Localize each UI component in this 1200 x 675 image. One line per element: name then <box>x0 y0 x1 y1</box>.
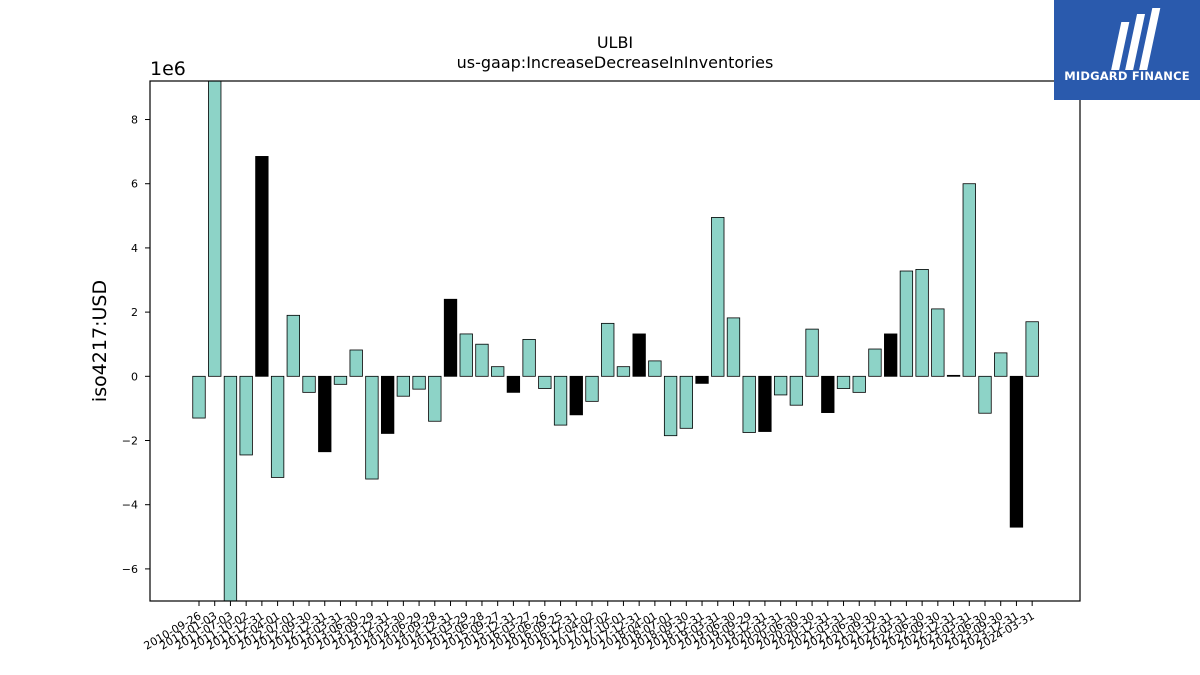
bar-2013-06-30 <box>349 349 363 377</box>
bar-2019-09-29 <box>742 375 756 433</box>
bar-2020-03-31 <box>773 375 788 396</box>
bar-2012-07-01 <box>286 314 300 377</box>
bar-2015-12-31 <box>506 375 521 393</box>
bar-2021-12-31 <box>884 333 898 377</box>
bar-2016-03-27 <box>522 338 536 377</box>
bar-2011-12-31 <box>255 156 269 377</box>
y-ticks-group: −6 −4 −2 0 2 4 6 8 <box>122 114 150 576</box>
bar-2017-10-01 <box>616 366 631 377</box>
bars-group <box>192 80 1039 602</box>
bar-2011-07-03 <box>223 375 238 602</box>
plot-frame <box>149 80 1081 602</box>
y-tick-label: −2 <box>122 435 138 448</box>
y-tick-label: −6 <box>122 563 138 576</box>
bar-2018-09-30 <box>679 375 693 429</box>
bar-2014-03-30 <box>396 375 411 397</box>
bar-2010-09-26 <box>192 375 206 419</box>
bar-2023-12-31 <box>1009 375 1024 528</box>
y-axis-label: iso4217:USD <box>89 280 111 402</box>
bar-2016-12-31 <box>569 375 583 416</box>
bar-2020-12-31 <box>821 375 835 413</box>
bar-2017-12-31 <box>632 333 646 377</box>
bar-2022-12-31 <box>946 374 961 377</box>
bar-2022-06-30 <box>915 269 929 377</box>
chart-title: ULBI <box>597 33 633 52</box>
bar-2016-06-26 <box>538 375 552 389</box>
bar-2019-06-30 <box>726 317 741 377</box>
bar-2011-01-03 <box>208 80 222 377</box>
bar-2017-07-02 <box>601 322 615 377</box>
bar-2017-04-02 <box>585 375 599 402</box>
bar-2015-03-29 <box>459 333 473 377</box>
y-tick-label: 0 <box>131 370 138 383</box>
bar-2014-06-29 <box>412 375 426 390</box>
logo-text: MIDGARD FINANCE <box>1064 69 1190 83</box>
bar-2019-12-31 <box>758 375 772 432</box>
bar-2021-03-31 <box>836 375 851 389</box>
bar-2023-09-30 <box>994 352 1008 377</box>
bar-2018-12-31 <box>695 375 709 384</box>
bar-2012-04-01 <box>270 375 285 478</box>
bar-2013-09-29 <box>365 375 379 480</box>
bar-2020-06-30 <box>789 375 804 406</box>
bar-2013-03-31 <box>333 375 348 385</box>
bar-2022-03-31 <box>899 270 914 377</box>
bar-2012-12-31 <box>318 375 332 453</box>
bar-2014-12-31 <box>443 298 458 377</box>
bar-2021-09-30 <box>868 348 882 377</box>
bar-2023-06-30 <box>978 375 992 414</box>
bar-2013-12-31 <box>380 375 395 434</box>
bar-2023-03-31 <box>962 183 976 377</box>
bar-2016-09-25 <box>553 375 568 426</box>
y-tick-label: 8 <box>131 114 138 127</box>
bar-2022-09-30 <box>931 308 945 377</box>
y-tick-label: 6 <box>131 178 138 191</box>
bar-2014-09-28 <box>428 375 442 422</box>
bar-2021-06-30 <box>852 375 866 393</box>
y-tick-label: 4 <box>131 242 138 255</box>
y-tick-label: 2 <box>131 306 138 319</box>
bar-2015-09-27 <box>491 366 505 377</box>
chart-subtitle: us-gaap:IncreaseDecreaseInInventories <box>457 53 774 72</box>
bar-2018-04-01 <box>648 360 662 377</box>
bar-2015-06-28 <box>475 343 489 377</box>
bar-2024-03-31 <box>1025 321 1039 377</box>
y-axis-multiplier: 1e6 <box>150 58 186 80</box>
midgard-finance-logo: MIDGARD FINANCE <box>1054 0 1200 100</box>
bar-2011-10-02 <box>239 375 253 456</box>
x-ticks-group: 2010-09-262011-01-032011-07-032011-10-02… <box>142 601 1037 653</box>
bar-2019-03-31 <box>711 217 725 377</box>
bar-2012-09-30 <box>302 375 316 393</box>
y-tick-label: −4 <box>122 499 138 512</box>
bar-2020-09-30 <box>805 328 819 377</box>
logo-mark-icon <box>1111 8 1161 70</box>
bar-2018-07-01 <box>663 375 678 437</box>
